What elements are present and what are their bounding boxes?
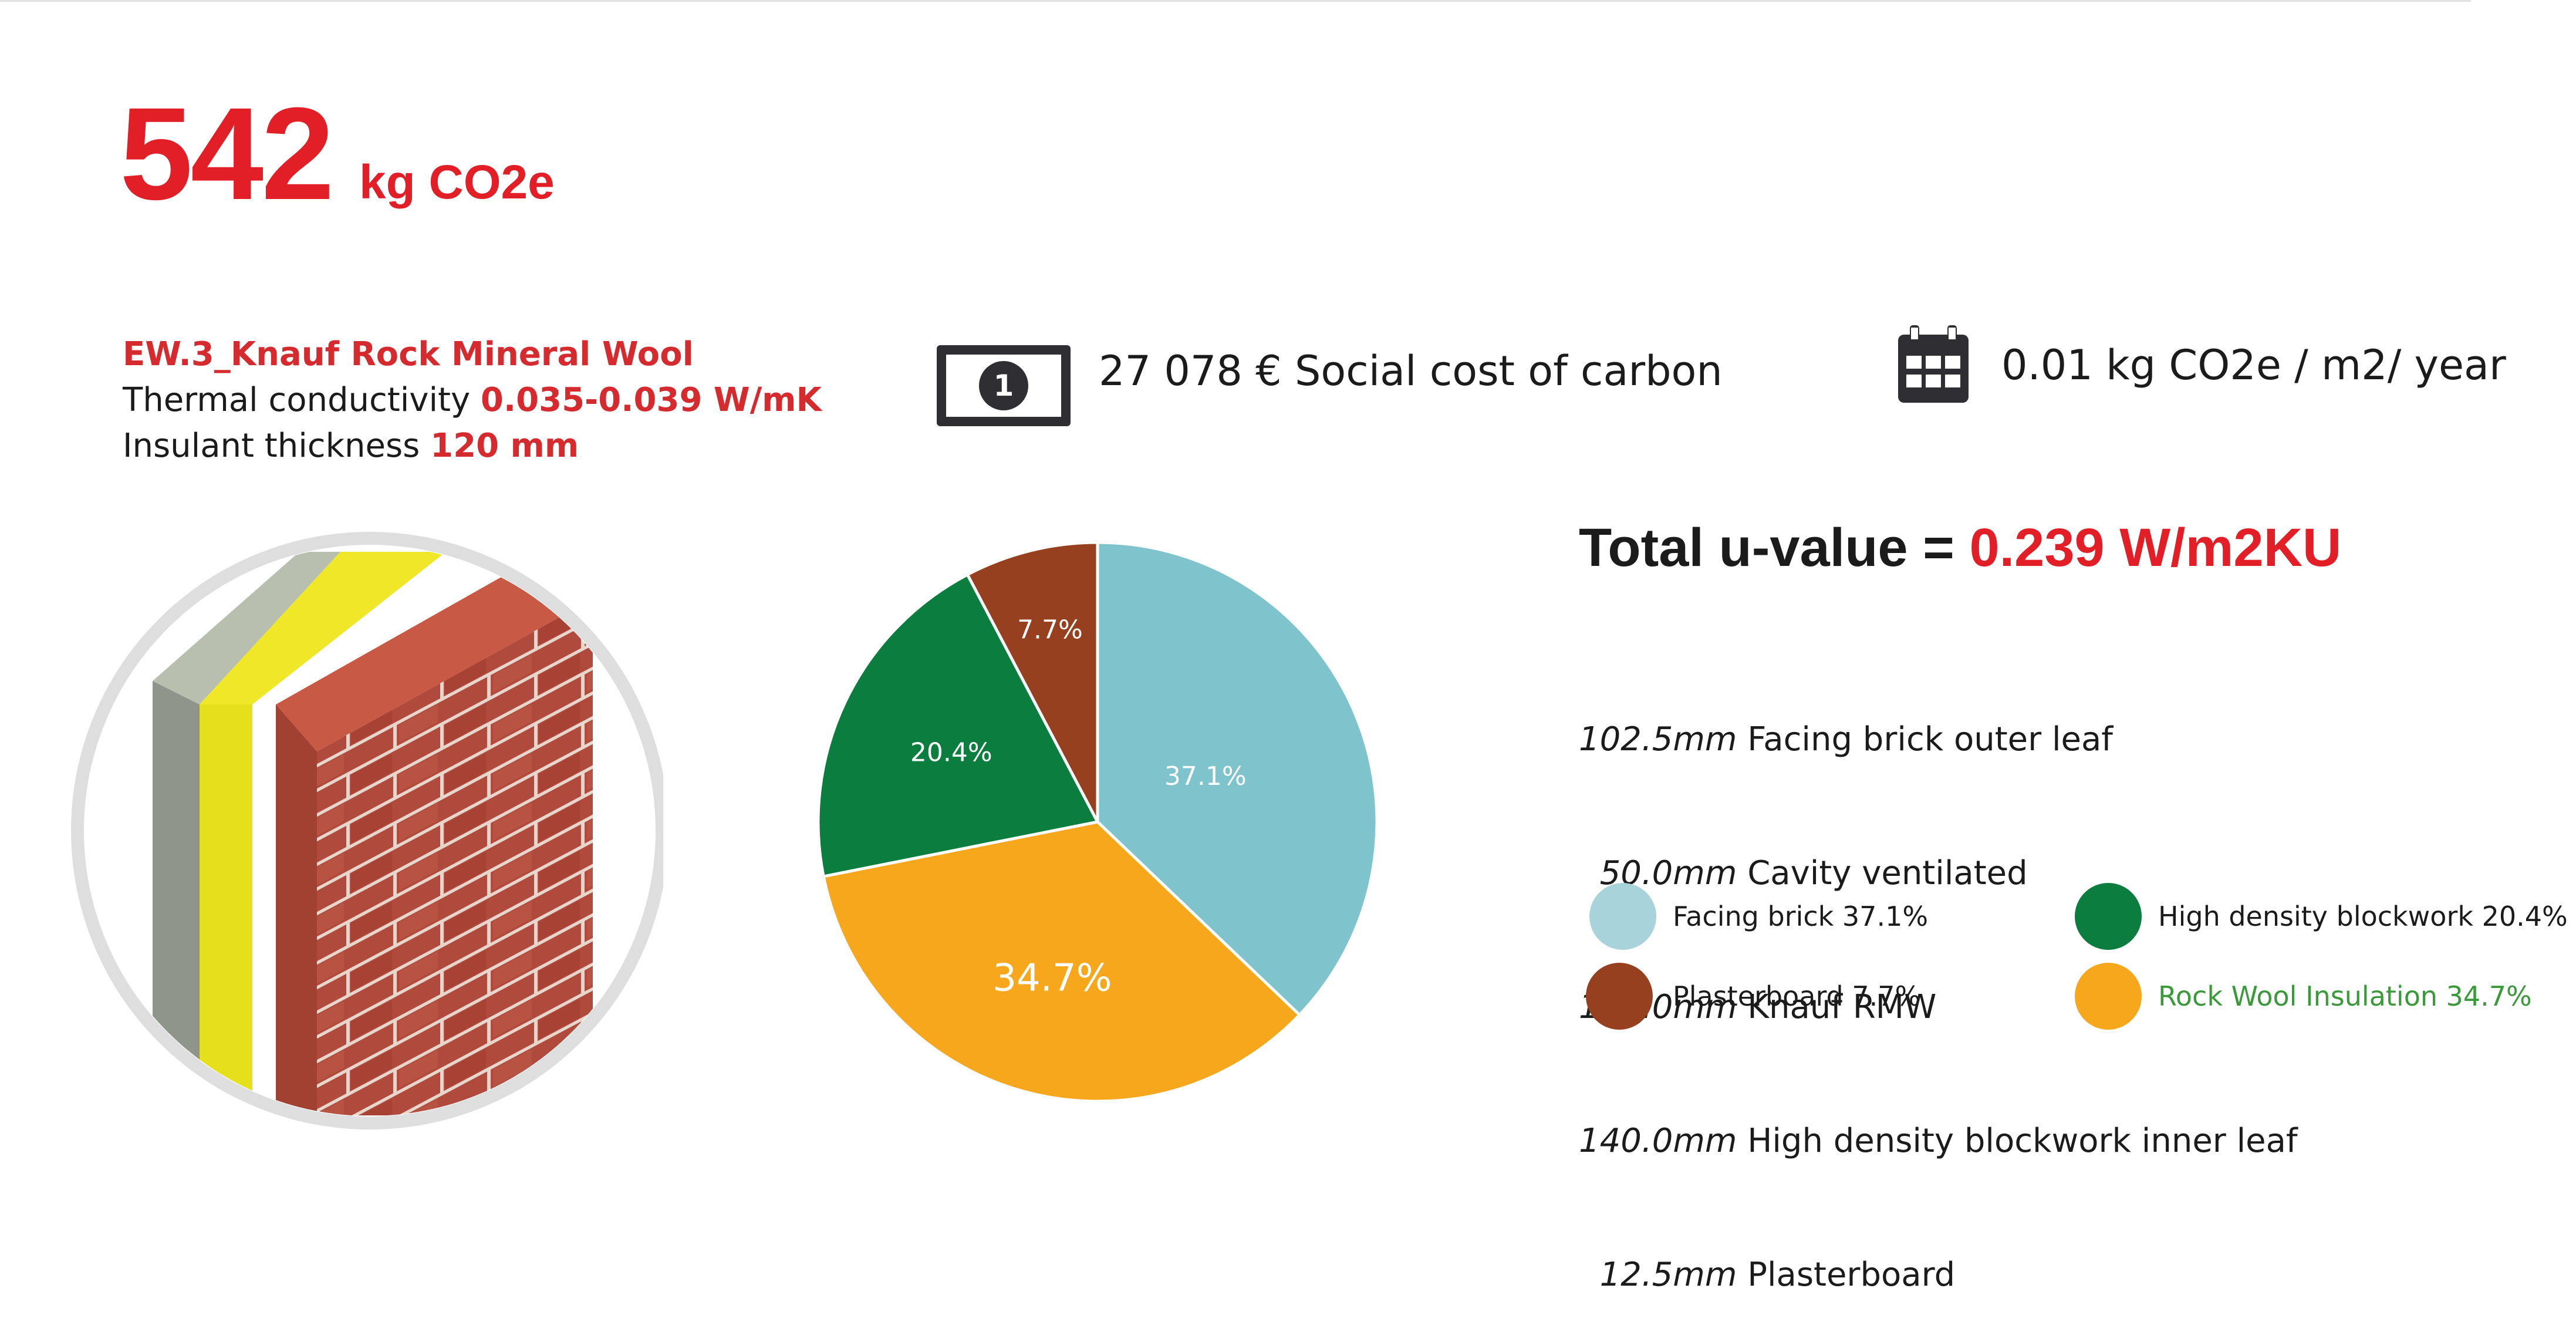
product-info: EW.3_Knauf Rock Mineral Wool Thermal con… — [123, 332, 822, 469]
top-divider — [0, 0, 2471, 2]
legend-swatch — [1589, 883, 1656, 950]
product-name: EW.3_Knauf Rock Mineral Wool — [123, 335, 694, 373]
conductivity-value: 0.035-0.039 W/mK — [480, 381, 822, 419]
legend-label: High density blockwork 20.4% — [2158, 901, 2568, 932]
wall-section-illustration — [71, 532, 663, 1129]
emissions-pie-chart: 37.1% 34.7% 20.4% 7.7% — [816, 541, 1379, 1103]
svg-text:1: 1 — [994, 369, 1014, 403]
uvalue-label: Total u-value = — [1579, 518, 1970, 578]
pie-slice-label: 20.4% — [910, 738, 992, 768]
pie-slice-label: 7.7% — [1017, 615, 1083, 645]
legend-label: Plasterboard 7.7% — [1673, 980, 1921, 1012]
layer-row: 50.0mm Cavity ventilated — [1579, 851, 2298, 896]
pie-slice — [822, 820, 1302, 1103]
layer-name: Cavity ventilated — [1747, 854, 2028, 892]
pie-slice — [965, 541, 1099, 823]
legend-label: Rock Wool Insulation 34.7% — [2158, 980, 2532, 1012]
layer-thickness: 102.5mm — [1579, 720, 1737, 758]
layer-thickness: 140.0mm — [1579, 1122, 1737, 1160]
uvalue-number: 0.239 W/m2KU — [1969, 518, 2342, 578]
annual-emission-text: 0.01 kg CO2e / m2/ year — [2001, 341, 2506, 389]
pie-slice-label: 37.1% — [1164, 761, 1247, 791]
thickness-label: Insulant thickness — [123, 427, 420, 465]
conductivity-label: Thermal conductivity — [123, 381, 471, 419]
total-uvalue: Total u-value = 0.239 W/m2KU — [1579, 515, 2341, 580]
total-co2-value: 542 — [120, 80, 335, 227]
pie-slice-label: 34.7% — [992, 956, 1112, 1000]
pie-slice — [1096, 541, 1379, 1017]
legend-swatch — [2075, 963, 2142, 1030]
calendar-icon — [1898, 325, 1969, 403]
conductivity-row: Thermal conductivity 0.035-0.039 W/mK — [123, 377, 822, 423]
thickness-value: 120 mm — [430, 427, 579, 465]
layer-row: 140.0mm High density blockwork inner lea… — [1579, 1119, 2298, 1164]
layer-name: Plasterboard — [1747, 1256, 1956, 1294]
legend-swatch — [1586, 963, 1653, 1030]
layer-name: Facing brick outer leaf — [1747, 720, 2113, 758]
layer-name: Knauf RMW — [1747, 988, 1937, 1026]
thickness-row: Insulant thickness 120 mm — [123, 423, 822, 469]
layer-name: High density blockwork inner leaf — [1747, 1122, 2298, 1160]
social-cost-text: 27 078 € Social cost of carbon — [1099, 347, 1723, 395]
layer-thickness: 12.5mm — [1579, 1256, 1737, 1294]
layer-thickness: 50.0mm — [1579, 854, 1737, 892]
layer-row: 102.5mm Facing brick outer leaf — [1579, 717, 2298, 762]
pie-slice — [816, 572, 1100, 878]
banknote-icon: 1 — [937, 345, 1071, 426]
legend-swatch — [2075, 883, 2142, 950]
total-co2-unit: kg CO2e — [359, 156, 555, 209]
layer-row: 12.5mm Plasterboard — [1579, 1253, 2298, 1297]
legend-label: Facing brick 37.1% — [1673, 901, 1929, 932]
